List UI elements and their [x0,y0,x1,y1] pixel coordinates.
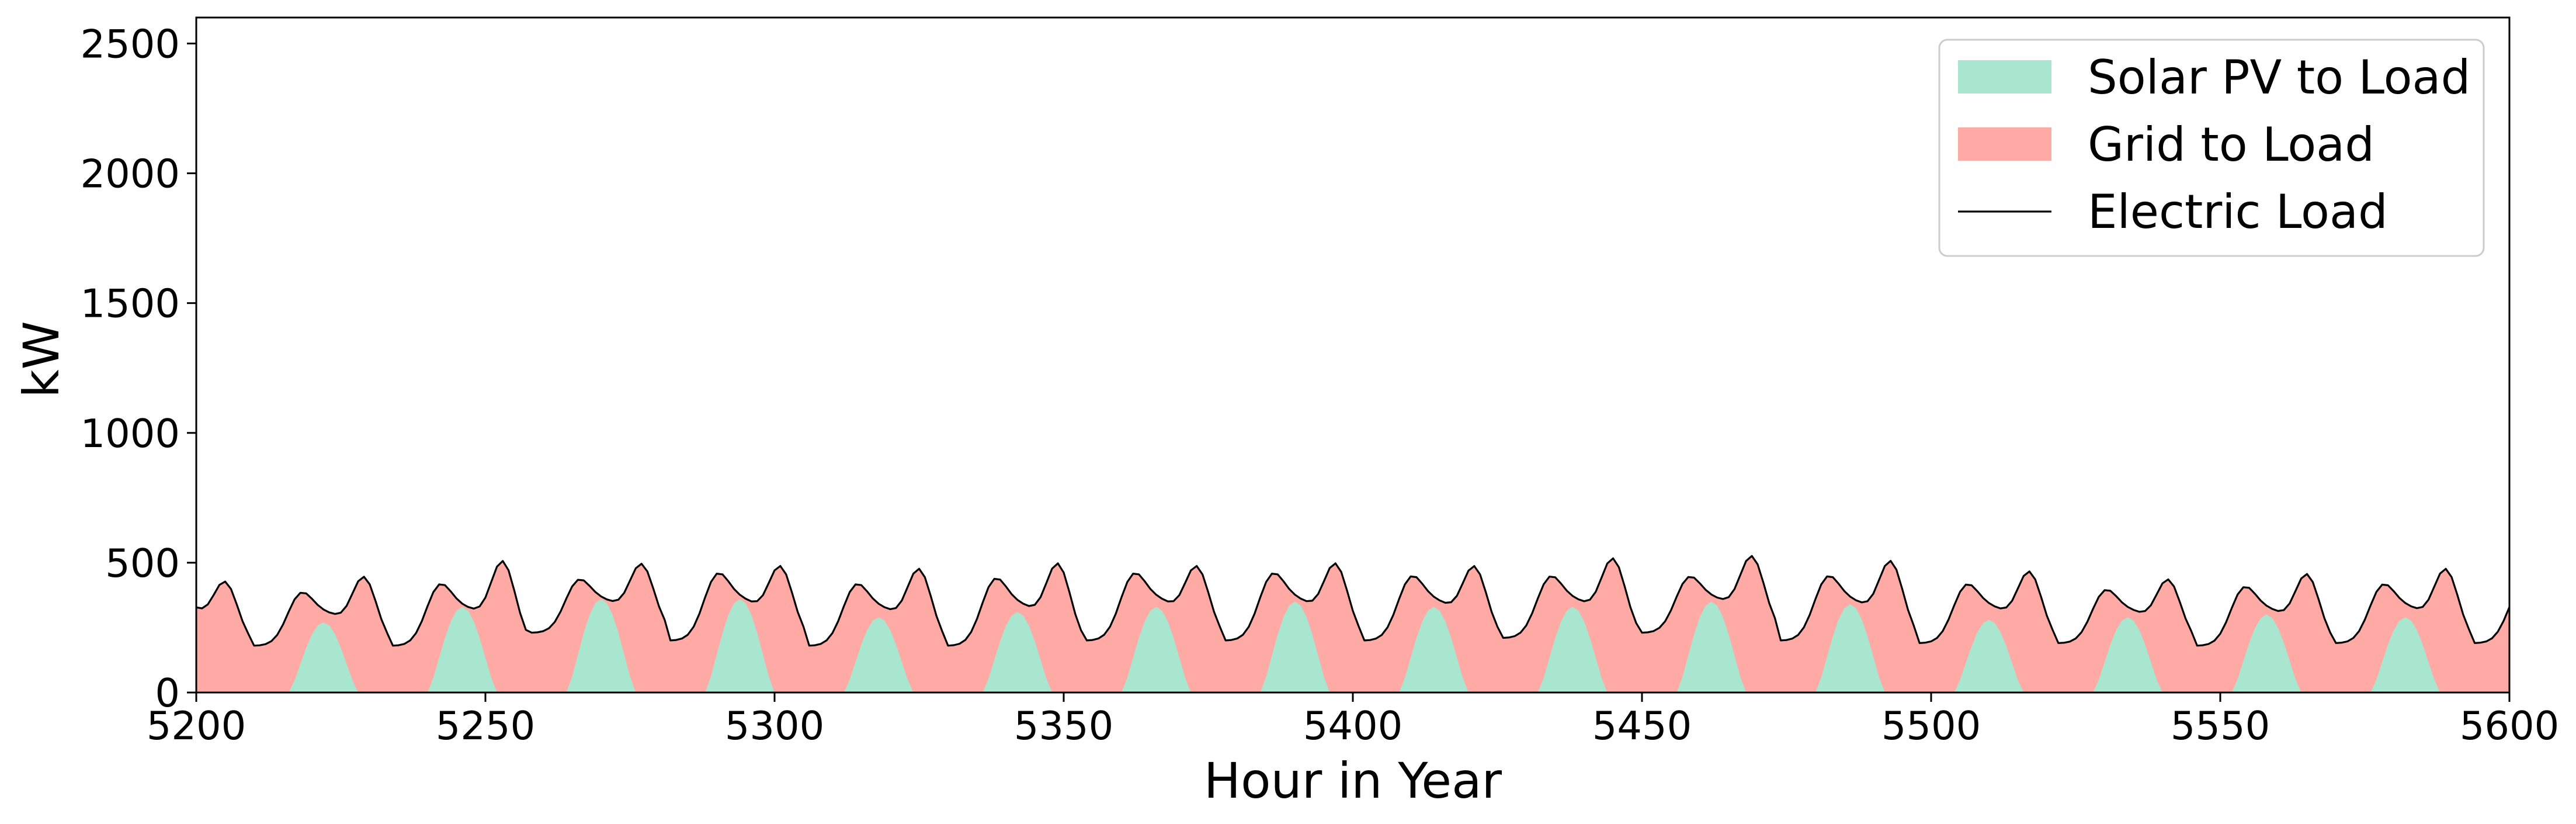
y-tick-label: 0 [155,670,180,716]
x-tick-label: 5400 [1303,703,1403,749]
y-tick-label: 1500 [80,281,180,327]
solar-pv-to-load-area [196,599,2509,693]
y-tick-label: 2500 [80,21,180,67]
legend-label-load: Electric Load [2088,185,2388,239]
x-tick-label: 5300 [725,703,825,749]
legend-swatch-grid [1958,127,2051,161]
x-tick-label: 5500 [1881,703,1981,749]
x-tick-label: 5350 [1014,703,1114,749]
grid-to-load-area [196,556,2509,693]
y-tick-label: 2000 [80,151,180,197]
x-tick-label: 5600 [2460,703,2560,749]
y-axis: 0 500 1000 1500 2000 2500 [80,21,196,716]
electric-load-line [196,555,2511,647]
plot-area [196,555,2511,693]
legend-box [1938,39,2485,257]
y-tick-label: 500 [105,541,180,586]
x-axis-label: Hour in Year [1204,752,1502,809]
x-tick-label: 5250 [436,703,536,749]
x-tick-label: 5200 [147,703,247,749]
legend-label-grid: Grid to Load [2088,117,2374,172]
y-axis-label: kW [13,321,70,398]
legend: Solar PV to Load Grid to Load Electric L… [1938,39,2485,257]
y-tick-label: 1000 [80,411,180,456]
legend-swatch-solar [1958,60,2051,94]
x-tick-label: 5450 [1592,703,1692,749]
x-axis: 5200 5250 5300 5350 5400 5450 5500 5550 5600 [147,693,2560,749]
x-tick-label: 5550 [2171,703,2271,749]
legend-label-solar: Solar PV to Load [2088,50,2470,105]
